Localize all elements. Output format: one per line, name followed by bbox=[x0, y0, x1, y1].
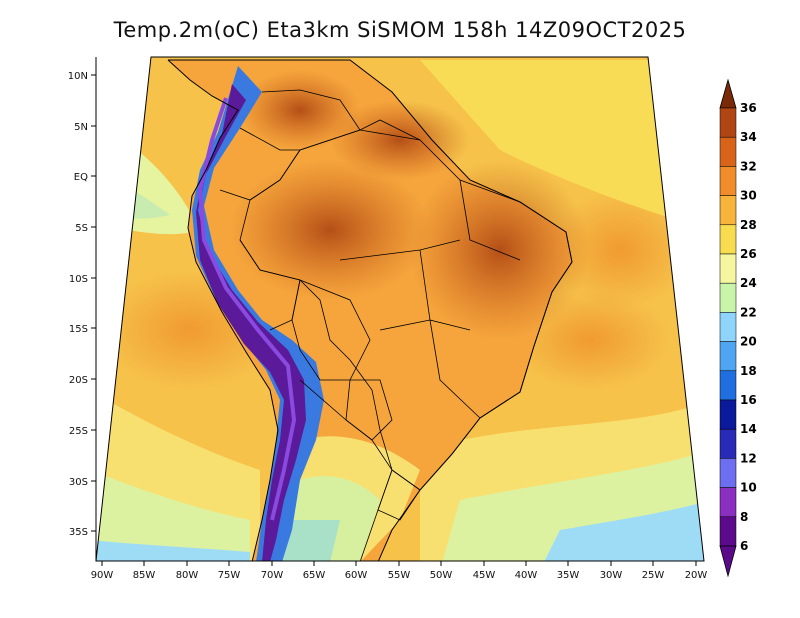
colorbar-level-label: 28 bbox=[740, 218, 757, 232]
south-atlantic-edge bbox=[540, 500, 704, 561]
lon-label: 75W bbox=[218, 570, 241, 581]
lon-label: 70W bbox=[261, 570, 284, 581]
colorbar-level-label: 24 bbox=[740, 276, 757, 290]
lon-label: 25W bbox=[642, 570, 665, 581]
lon-label: 30W bbox=[600, 570, 623, 581]
paraguay-border bbox=[345, 379, 393, 441]
colorbar-swatch bbox=[719, 282, 737, 313]
lon-label: 20W bbox=[685, 570, 708, 581]
colorbar-level-label: 18 bbox=[740, 364, 757, 378]
colorbar-swatches bbox=[719, 107, 737, 547]
colorbar-swatch bbox=[719, 195, 737, 226]
hot-region-venezuela bbox=[240, 70, 360, 150]
colorbar-swatch bbox=[719, 370, 737, 401]
lat-label: 10S bbox=[69, 274, 88, 285]
bolivia-border bbox=[291, 279, 371, 381]
colorbar-swatch bbox=[719, 253, 737, 284]
west-coastline bbox=[167, 59, 279, 561]
colorbar-swatch bbox=[719, 341, 737, 372]
colorbar-level-label: 36 bbox=[740, 101, 757, 115]
colorbar-swatch bbox=[719, 224, 737, 255]
lat-label: EQ bbox=[74, 172, 88, 183]
andes-mid bbox=[197, 97, 297, 521]
colorbar-level-label: 20 bbox=[740, 335, 757, 349]
colorbar-level-label: 16 bbox=[740, 393, 757, 407]
colorbar-swatch bbox=[719, 399, 737, 430]
lat-labels: 10N 5N EQ 5S 10S 15S 20S 25S 30S 35S bbox=[68, 71, 88, 538]
colorbar-labels: 36 34 32 30 28 26 24 22 20 18 16 14 12 10 8 6 bbox=[740, 101, 757, 553]
colorbar-swatch bbox=[719, 428, 737, 459]
lon-label: 50W bbox=[430, 570, 453, 581]
colorbar-swatch bbox=[719, 516, 737, 547]
colorbar-swatch bbox=[719, 136, 737, 167]
lon-label: 45W bbox=[473, 570, 496, 581]
colorbar-level-label: 6 bbox=[740, 539, 748, 553]
peru-border bbox=[239, 239, 301, 331]
colorbar-level-label: 32 bbox=[740, 159, 757, 173]
colorbar-swatch bbox=[719, 166, 737, 196]
colorbar-swatch bbox=[719, 487, 737, 518]
colorbar-swatch bbox=[719, 458, 737, 488]
lat-label: 25S bbox=[69, 426, 88, 437]
atlantic-warm-blob bbox=[550, 190, 690, 310]
brazil-states bbox=[339, 179, 521, 419]
map-title: Temp.2m(oC) Eta3km SiSMOM 158h 14Z09OCT2… bbox=[113, 18, 687, 42]
colorbar-swatch bbox=[719, 312, 737, 342]
colorbar-level-label: 12 bbox=[740, 451, 757, 465]
colorbar-level-label: 22 bbox=[740, 305, 757, 319]
colorbar: 36 34 32 30 28 26 24 22 20 18 16 14 12 10 8 6 bbox=[719, 78, 757, 578]
lon-label: 80W bbox=[176, 570, 199, 581]
lat-label: 35S bbox=[69, 527, 88, 538]
lat-label: 20S bbox=[69, 375, 88, 386]
lat-ticks bbox=[91, 74, 96, 532]
lon-label: 85W bbox=[133, 570, 156, 581]
pacific-edge bbox=[96, 540, 250, 561]
north-atlantic-mid bbox=[420, 60, 704, 230]
colorbar-level-label: 10 bbox=[740, 481, 757, 495]
hot-region-north bbox=[230, 160, 430, 300]
colorbar-level-label: 14 bbox=[740, 422, 757, 436]
lon-label: 55W bbox=[388, 570, 411, 581]
lon-labels: 90W 85W 80W 75W 70W 65W 60W 55W 50W 45W … bbox=[91, 570, 708, 581]
guianas-border bbox=[359, 119, 421, 141]
lon-ticks bbox=[101, 561, 697, 566]
lat-label: 5S bbox=[75, 223, 88, 234]
lat-label: 5N bbox=[74, 122, 88, 133]
lat-label: 10N bbox=[68, 71, 88, 82]
lon-label: 60W bbox=[345, 570, 368, 581]
colorbar-level-label: 8 bbox=[740, 510, 748, 524]
lat-label: 15S bbox=[69, 324, 88, 335]
argentina-border bbox=[299, 379, 393, 561]
map-panel bbox=[96, 57, 704, 561]
lon-label: 35W bbox=[557, 570, 580, 581]
hot-region-northeast bbox=[410, 160, 590, 340]
hot-region-guiana bbox=[330, 100, 470, 180]
colorbar-level-label: 34 bbox=[740, 130, 757, 144]
colombia-border bbox=[219, 127, 301, 201]
lat-label: 30S bbox=[69, 477, 88, 488]
colorbar-level-label: 30 bbox=[740, 189, 757, 203]
venezuela-border bbox=[261, 89, 361, 151]
colorbar-swatch bbox=[719, 107, 737, 138]
coastline bbox=[168, 59, 573, 561]
map-frame bbox=[95, 56, 705, 562]
colorbar-bottom-arrow bbox=[719, 545, 737, 578]
lon-label: 90W bbox=[91, 570, 114, 581]
lon-label: 65W bbox=[303, 570, 326, 581]
colorbar-level-label: 26 bbox=[740, 247, 757, 261]
colorbar-top-arrow bbox=[719, 78, 737, 109]
lon-label: 40W bbox=[515, 570, 538, 581]
